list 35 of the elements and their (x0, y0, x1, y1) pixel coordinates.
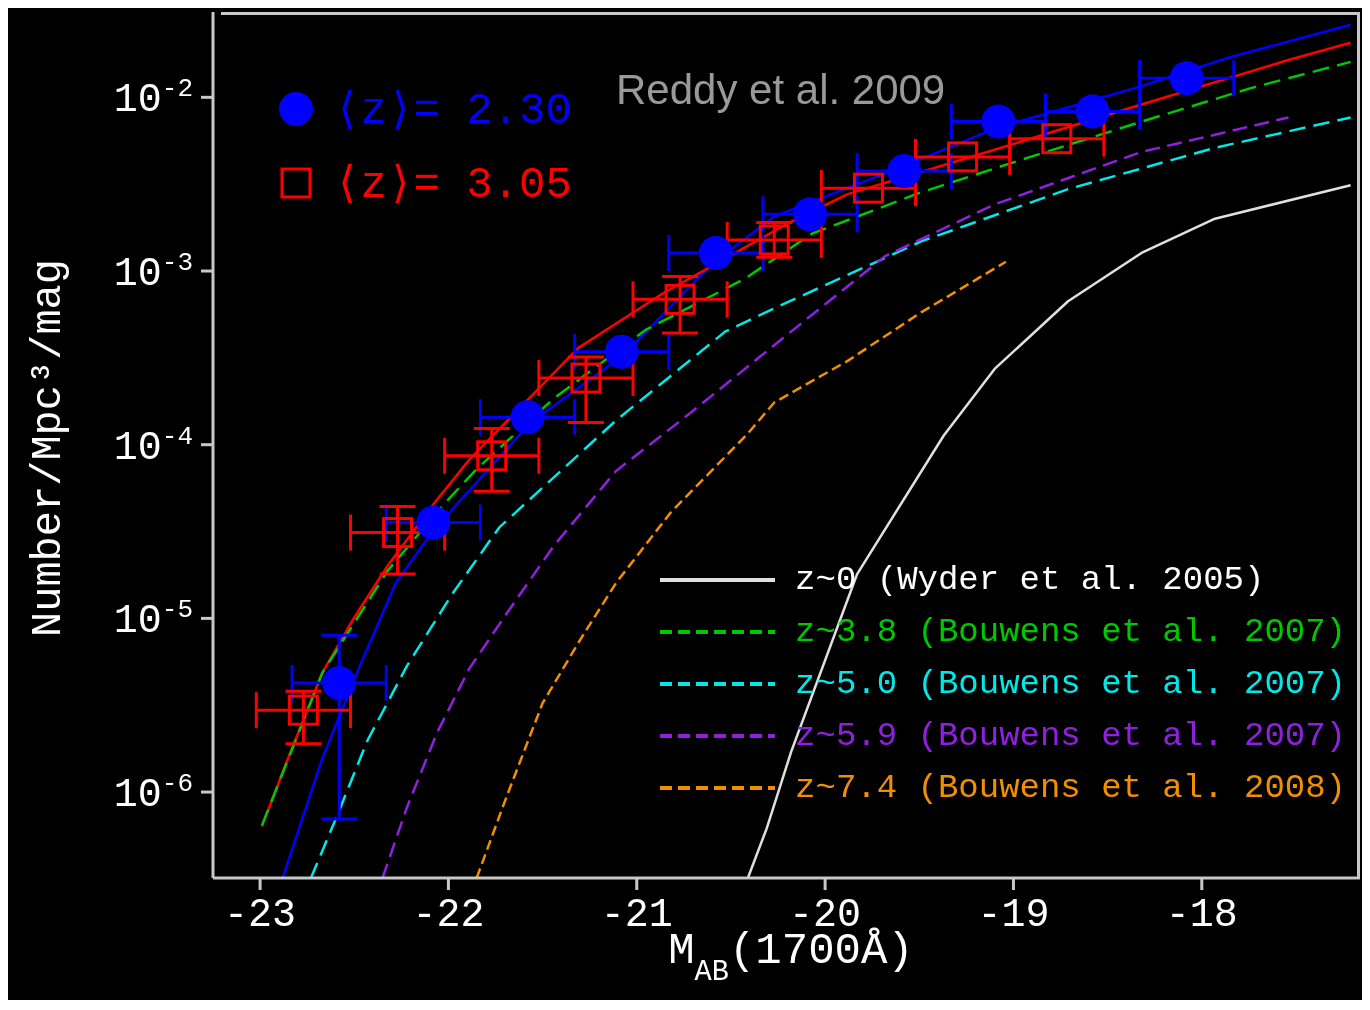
point (1041, 123, 1073, 155)
y-tick-label: 10$^{-4}$ (113, 421, 193, 471)
point (981, 104, 1016, 139)
point (698, 235, 733, 270)
x-tick-label: -19 (977, 893, 1050, 938)
annotation: Reddy et al. 2009 (616, 66, 946, 114)
legend-label: z~7.4 (Bouwens et al. 2008) (795, 769, 1346, 807)
y-tick-label: 10$^{-6}$ (113, 769, 193, 819)
point (664, 283, 696, 315)
point (416, 505, 451, 540)
y-axis-title: Number/Mpc³/mag (25, 258, 73, 638)
point (1169, 61, 1204, 96)
point (947, 141, 979, 173)
point (887, 153, 922, 188)
point (287, 694, 319, 726)
point (852, 172, 884, 204)
legend-label: z~0 (Wyder et al. 2005) (795, 561, 1265, 599)
y-tick-label: 10$^{-3}$ (113, 248, 193, 298)
legend-label: ⟨z⟩= 2.30 (334, 85, 572, 136)
x-tick-label: -23 (224, 893, 297, 938)
point (510, 400, 545, 435)
legend-label: ⟨z⟩= 3.05 (334, 159, 572, 210)
y-tick-label: 10$^{-5}$ (113, 595, 193, 645)
point (1075, 94, 1110, 129)
point (476, 440, 508, 472)
point (382, 517, 414, 549)
x-tick-label: -22 (412, 893, 485, 938)
point (322, 665, 357, 700)
legend-label: z~5.9 (Bouwens et al. 2007) (795, 717, 1346, 755)
point (793, 197, 828, 232)
line-series (746, 183, 1352, 878)
y-tick-label: 10$^{-2}$ (113, 74, 193, 124)
x-tick-label: -18 (1165, 893, 1238, 938)
point (570, 362, 602, 394)
point (604, 334, 639, 369)
